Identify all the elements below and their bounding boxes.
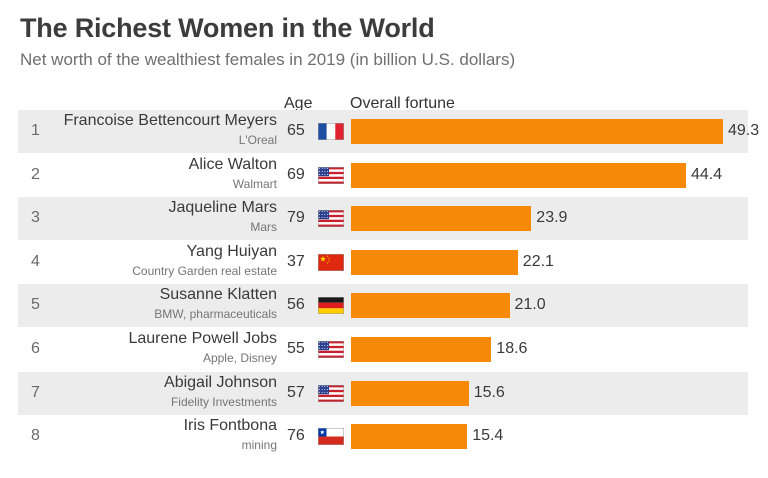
usa-flag-icon — [318, 384, 344, 402]
france-flag-icon — [318, 123, 344, 140]
row-name: Laurene Powell Jobs — [128, 330, 277, 347]
row-rank: 2 — [31, 165, 40, 183]
chart-row: 4 Yang Huiyan Country Garden real estate 37… — [18, 241, 748, 284]
row-name: Susanne Klatten — [159, 286, 277, 304]
row-company: L'Oreal — [238, 133, 277, 147]
row-rank: 5 — [31, 296, 40, 314]
row-company: Fidelity Investments — [170, 394, 277, 409]
fortune-bar — [351, 293, 510, 319]
fortune-bar — [351, 162, 686, 188]
row-rank: 8 — [31, 427, 40, 445]
bar-value-label: 44.4 — [691, 165, 723, 183]
bar-value-label: 15.6 — [473, 383, 505, 401]
row-company: Walmart — [232, 176, 277, 191]
usa-flag-icon — [318, 210, 344, 228]
row-company: Country Garden real estate — [132, 263, 277, 278]
age-column-header: Age — [284, 95, 313, 112]
fortune-bar — [351, 380, 469, 406]
china-flag-icon — [318, 253, 344, 271]
bar-value-label: 21.0 — [514, 296, 546, 314]
row-rank: 7 — [31, 383, 40, 401]
bar-value-label: 23.9 — [536, 209, 568, 227]
row-rank: 4 — [31, 252, 40, 270]
row-company: Mars — [250, 220, 277, 235]
chart-row: 7 Abigail Johnson Fidelity Investments 57 15… — [18, 371, 748, 415]
fortune-bar — [351, 119, 723, 144]
row-age: 76 — [287, 427, 305, 445]
chart-title: The Richest Women in the World — [20, 13, 435, 43]
row-rank: 6 — [31, 340, 40, 357]
row-rank: 3 — [31, 209, 40, 227]
row-age: 57 — [287, 383, 305, 401]
row-name: Yang Huiyan — [186, 242, 277, 260]
bar-value-label: 22.1 — [522, 252, 554, 270]
chile-flag-icon — [318, 428, 344, 446]
row-company: mining — [241, 438, 277, 453]
row-age: 37 — [287, 252, 305, 270]
row-name: Francoise Bettencourt Meyers — [63, 112, 277, 129]
usa-flag-icon — [318, 166, 344, 184]
chart-row: 6 Laurene Powell Jobs Apple, Disney 55 18.6 — [18, 328, 748, 371]
row-age: 56 — [287, 296, 305, 314]
chart-row: 1 Francoise Bettencourt Meyers L'Oreal 65 49… — [18, 110, 759, 153]
germany-flag-icon — [318, 297, 344, 315]
row-name: Alice Walton — [188, 155, 277, 173]
row-name: Abigail Johnson — [164, 373, 277, 391]
fortune-bar — [351, 249, 518, 275]
bar-value-label: 49.3 — [728, 122, 760, 139]
row-rank: 1 — [31, 122, 40, 139]
usa-flag-icon — [318, 341, 344, 358]
row-name: Jaqueline Mars — [168, 199, 278, 217]
row-company: Apple, Disney — [202, 351, 277, 365]
chart-row: 5 Susanne Klatten BMW, pharmaceuticals 56 21… — [18, 284, 748, 328]
bar-value-label: 15.4 — [472, 427, 504, 445]
chart-subtitle: Net worth of the wealthiest females in 2… — [20, 50, 516, 69]
fortune-column-header: Overall fortune — [350, 95, 455, 112]
chart-row: 2 Alice Walton Walmart 69 44.4 — [18, 154, 748, 197]
fortune-bar — [351, 337, 492, 362]
fortune-bar — [351, 424, 468, 450]
chart-row: 3 Jaqueline Mars Mars 79 23.9 — [18, 197, 748, 241]
row-company: BMW, pharmaceuticals — [154, 307, 277, 322]
chart-row: 8 Iris Fontbona mining 76 15.4 — [18, 415, 748, 458]
bar-value-label: 18.6 — [496, 340, 528, 357]
fortune-bar — [351, 206, 532, 232]
row-name: Iris Fontbona — [183, 417, 277, 435]
row-age: 69 — [287, 165, 305, 183]
row-age: 79 — [287, 209, 305, 227]
row-age: 65 — [287, 122, 305, 139]
row-age: 55 — [287, 340, 305, 357]
